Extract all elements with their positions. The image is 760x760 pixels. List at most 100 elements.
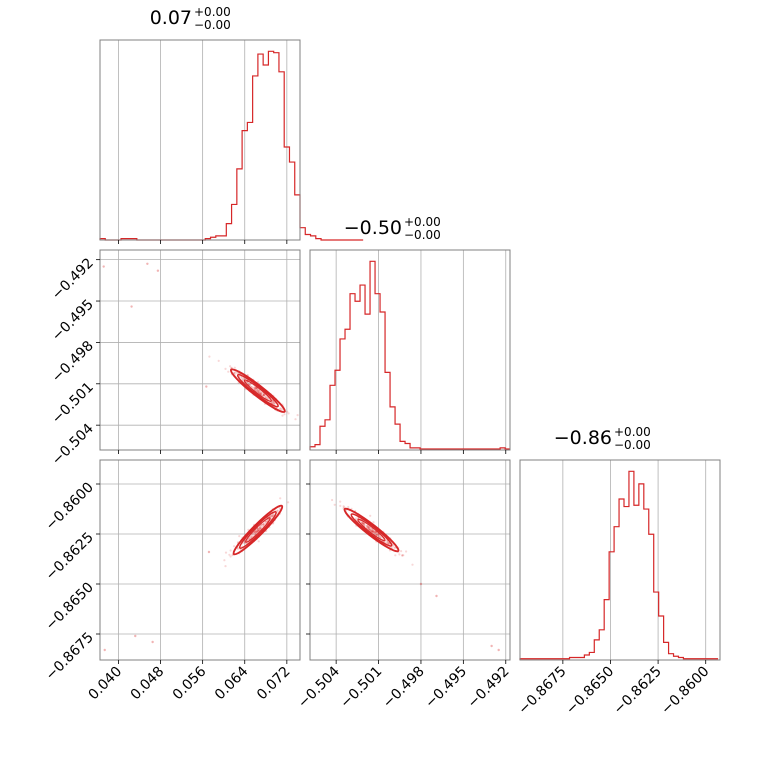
sample-point: [342, 505, 345, 508]
sample-point: [256, 389, 259, 392]
sample-point: [262, 393, 265, 396]
sample-point: [250, 536, 253, 539]
sample-point: [264, 394, 267, 397]
sample-point: [257, 389, 260, 392]
sample-point: [252, 387, 255, 390]
sample-point: [372, 529, 375, 532]
sample-point: [247, 383, 251, 386]
sample-point: [365, 525, 368, 528]
sample-point: [264, 396, 267, 399]
sample-point: [217, 359, 220, 362]
sample-point: [368, 528, 371, 531]
sample-point: [286, 410, 289, 413]
sample-point: [400, 550, 403, 553]
sample-point: [258, 525, 261, 528]
sample-point: [229, 549, 232, 552]
sample-point: [271, 514, 274, 517]
sample-point: [387, 541, 390, 544]
panel-frame: [99, 249, 301, 451]
panel-r2-c2: [519, 459, 721, 661]
sample-point: [283, 413, 286, 416]
histogram-step: [99, 50, 364, 241]
sample-point: [296, 414, 299, 417]
sample-point: [254, 531, 257, 534]
panel-frame: [519, 459, 721, 661]
sample-point: [385, 539, 388, 542]
density-contour: [357, 518, 386, 542]
sample-point: [240, 377, 243, 380]
outlier-point: [419, 582, 423, 586]
sample-point: [362, 522, 365, 525]
panel-frame: [309, 459, 511, 661]
sample-point: [361, 522, 365, 525]
sample-point: [372, 530, 375, 534]
sample-point: [258, 527, 261, 530]
sample-point: [259, 392, 263, 395]
sample-point: [255, 388, 259, 391]
sample-point: [375, 533, 378, 536]
sample-point: [256, 529, 259, 532]
sample-point: [405, 550, 408, 553]
x-axis-ticks: [335, 450, 507, 454]
sample-point: [360, 521, 363, 524]
sample-point: [367, 526, 370, 529]
x-tick-label: −0.504: [295, 663, 343, 711]
panel-title: 0.07 +0.00−0.00: [150, 5, 231, 32]
sample-point: [234, 371, 237, 374]
sample-point: [262, 523, 265, 526]
sample-point: [258, 391, 261, 395]
sample-point: [258, 390, 261, 393]
sample-point: [269, 515, 272, 518]
sample-point: [261, 394, 265, 397]
density-contour: [350, 513, 393, 547]
sample-point: [208, 355, 211, 358]
title-lower-error: −0.00: [614, 438, 651, 452]
density-contour: [229, 368, 286, 413]
sample-point: [259, 526, 262, 530]
panel-frame: [99, 39, 301, 241]
sample-point: [257, 529, 260, 533]
sample-point: [272, 402, 275, 405]
sample-point: [262, 394, 265, 397]
sample-point: [371, 529, 374, 533]
sample-point: [373, 530, 376, 534]
density-contour: [238, 511, 277, 549]
y-tick-label: −0.495: [49, 297, 97, 345]
sample-point: [362, 522, 365, 526]
sample-point: [227, 370, 230, 373]
y-tick-label: −0.492: [49, 255, 97, 303]
sample-point: [236, 547, 240, 551]
sample-point: [398, 553, 401, 556]
y-tick-label: −0.8675: [43, 630, 97, 684]
panel-title: −0.86 +0.00−0.00: [554, 425, 651, 452]
sample-point: [270, 515, 273, 518]
sample-point: [281, 414, 284, 417]
sample-point: [260, 392, 263, 395]
sample-point: [270, 514, 273, 517]
sample-point: [347, 505, 350, 509]
x-tick-label: 0.072: [254, 664, 294, 704]
sample-point: [402, 554, 405, 557]
sample-point: [370, 530, 373, 533]
sample-point: [270, 401, 273, 405]
panel-r0-c0: [99, 39, 364, 241]
sample-point: [387, 542, 390, 545]
y-axis-ticks: −0.492−0.495−0.498−0.501−0.504: [49, 255, 100, 469]
x-tick-label: 0.040: [86, 664, 126, 704]
sample-point: [386, 541, 389, 544]
sample-point: [253, 385, 256, 389]
y-tick-label: −0.501: [49, 379, 97, 427]
panel-frame: [99, 459, 301, 661]
sample-point: [287, 501, 290, 504]
sample-point: [361, 522, 364, 525]
outlier-point: [146, 262, 149, 265]
sample-point: [377, 535, 380, 538]
sample-point: [363, 524, 366, 527]
sample-point: [363, 524, 366, 527]
sample-point: [401, 554, 404, 557]
sample-point: [368, 527, 371, 530]
sample-point: [276, 509, 279, 512]
sample-point: [376, 532, 379, 536]
sample-point: [253, 387, 256, 390]
sample-point: [233, 545, 236, 548]
